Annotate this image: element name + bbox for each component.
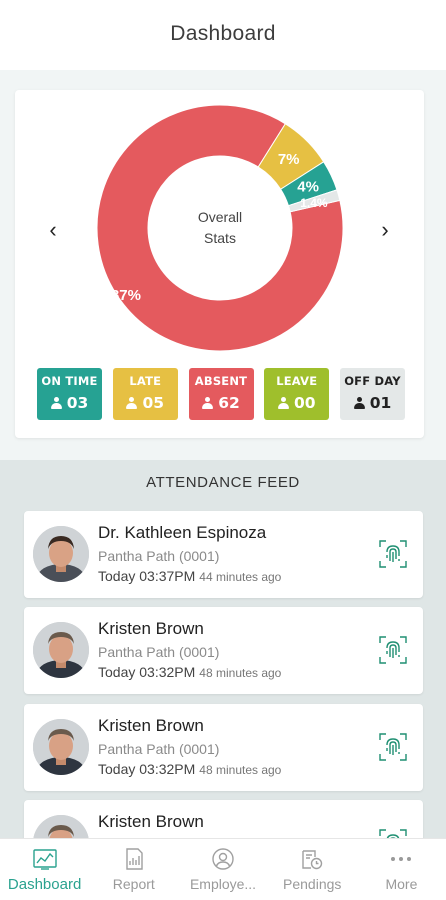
person-icon [202, 397, 214, 409]
employee-name: Kristen Brown [98, 812, 204, 831]
nav-item-employee[interactable]: Employe... [178, 839, 267, 900]
badge-off-day[interactable]: OFF DAY 01 [340, 368, 405, 420]
badge-on-time[interactable]: ON TIME 03 [37, 368, 102, 420]
chart-center-label: Overall Stats [95, 103, 345, 353]
badge-label: ABSENT [194, 374, 248, 388]
center-label-line1: Overall [197, 209, 243, 225]
nav-item-pendings[interactable]: Pendings [268, 839, 357, 900]
check-in-time: Today 03:32PM 48 minutes ago [98, 664, 281, 680]
donut-label-late: 7% [278, 151, 300, 168]
person-icon [277, 397, 289, 409]
nav-item-dashboard[interactable]: Dashboard [0, 839, 89, 900]
nav-label: Report [112, 876, 155, 892]
report-icon [126, 848, 143, 870]
nav-label: Dashboard [7, 876, 82, 893]
badge-count: 62 [218, 394, 240, 412]
fingerprint-icon [379, 733, 407, 761]
app-header: Dashboard [0, 0, 446, 70]
employee-name: Kristen Brown [98, 619, 204, 638]
time-ago: 44 minutes ago [199, 570, 282, 584]
avatar [33, 526, 89, 582]
overall-stats-donut-chart: 87% 7% 4% 1.4% Overall Stats [95, 103, 345, 353]
employee-location: Pantha Path (0001) [98, 644, 220, 660]
feed-item[interactable]: Dr. Kathleen Espinoza Pantha Path (0001)… [24, 511, 423, 598]
badge-count: 03 [66, 394, 89, 412]
nav-label: Pendings [283, 876, 342, 892]
employee-icon [212, 848, 234, 870]
nav-item-report[interactable]: Report [89, 839, 178, 900]
more-icon [391, 857, 412, 861]
badge-leave[interactable]: LEAVE 00 [264, 368, 330, 420]
nav-label: Employe... [189, 876, 257, 892]
badge-count: 00 [293, 394, 316, 412]
status-badges: ON TIME 03 LATE 05 ABSENT 62 LEAVE 00 OF… [37, 368, 405, 422]
dashboard-icon [32, 849, 57, 870]
time-ago: 48 minutes ago [199, 763, 282, 777]
fingerprint-icon [379, 540, 407, 568]
person-icon [50, 397, 62, 409]
avatar [33, 719, 89, 775]
badge-absent[interactable]: ABSENT 62 [188, 368, 254, 420]
check-in-time: Today 03:32PM 48 minutes ago [98, 761, 281, 777]
prev-chart-arrow-icon[interactable]: ‹ [49, 217, 57, 242]
employee-location: Pantha Path (0001) [98, 741, 220, 757]
pendings-icon [302, 850, 323, 870]
nav-label: More [385, 876, 418, 892]
bottom-navigation: Dashboard Report Employe... Pendings Mor… [0, 838, 446, 900]
employee-name: Dr. Kathleen Espinoza [98, 523, 267, 542]
avatar [33, 622, 89, 678]
badge-count: 05 [142, 394, 165, 412]
badge-label: ON TIME [41, 374, 98, 388]
attendance-feed-title: ATTENDANCE FEED [146, 474, 300, 491]
center-label-line2: Stats [204, 230, 236, 246]
badge-label: LATE [129, 374, 162, 388]
donut-slice-off-day [287, 189, 341, 213]
next-chart-arrow-icon[interactable]: › [381, 217, 389, 242]
check-in-time: Today 03:37PM 44 minutes ago [98, 568, 281, 584]
time-ago: 48 minutes ago [199, 666, 282, 680]
donut-label-on-time: 4% [297, 178, 319, 195]
employee-location: Pantha Path (0001) [98, 548, 220, 564]
donut-slice-absent [96, 104, 344, 352]
feed-item[interactable]: Kristen Brown Pantha Path (0001) Today 0… [24, 704, 423, 791]
badge-label: OFF DAY [344, 374, 401, 388]
badge-late[interactable]: LATE 05 [112, 368, 178, 420]
employee-name: Kristen Brown [98, 716, 204, 735]
badge-count: 01 [369, 394, 392, 412]
person-icon [126, 397, 138, 409]
person-icon [353, 397, 365, 409]
stats-card: ‹ › 87% 7% 4% 1.4% Overall Stats ON TIME 03… [15, 90, 424, 438]
badge-label: LEAVE [276, 374, 318, 388]
page-title: Dashboard [170, 22, 276, 45]
donut-label-absent: 87% [111, 287, 141, 304]
fingerprint-icon [379, 636, 407, 664]
donut-svg: 87% 7% 4%1.4% [96, 104, 344, 352]
nav-item-more[interactable]: More [357, 839, 446, 900]
time-text: Today 03:32PM [98, 664, 196, 680]
feed-item[interactable]: Kristen Brown Pantha Path (0001) Today 0… [24, 607, 423, 694]
time-text: Today 03:37PM [98, 568, 196, 584]
time-text: Today 03:32PM [98, 761, 196, 777]
donut-label-off-day: 1.4% [300, 196, 328, 210]
